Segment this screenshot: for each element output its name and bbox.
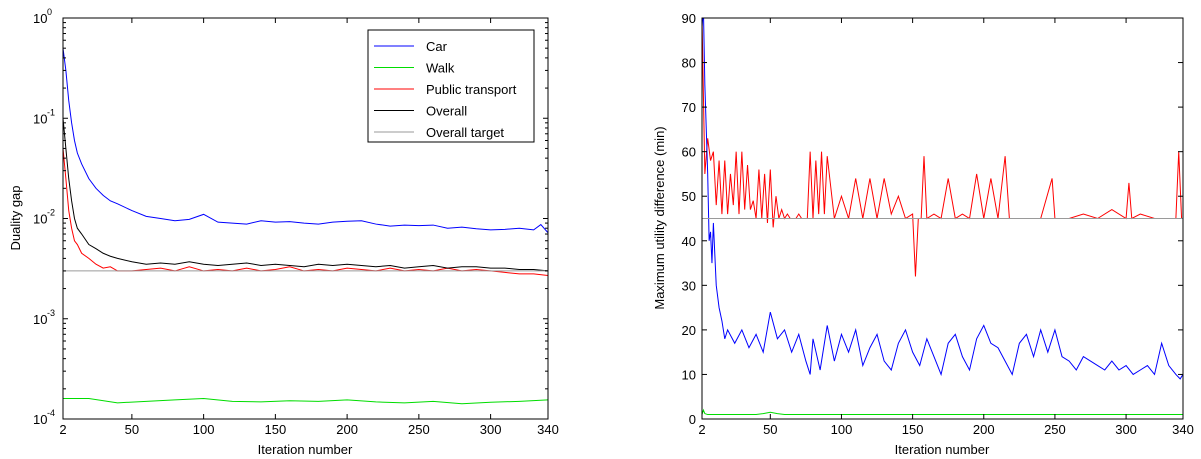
y-tick-label: 60 [682, 145, 696, 160]
series-group [702, 18, 1183, 416]
y-tick-label: 10 [33, 11, 47, 26]
x-tick-label: 50 [763, 422, 777, 437]
x-tick-label: 100 [831, 422, 853, 437]
x-axis-ticks: 2 50 100 150 200 250 300 340 [698, 18, 1194, 437]
series-line-1 [702, 18, 1183, 380]
y-tick-exponent: -2 [47, 208, 55, 218]
y-tick-label: 90 [682, 11, 696, 26]
x-tick-label: 2 [698, 422, 705, 437]
y-tick-label: 20 [682, 323, 696, 338]
series-line-2 [63, 148, 548, 277]
x-axis-label: Iteration number [258, 442, 353, 457]
series-line-2 [702, 408, 1183, 416]
y-axis-label: Maximum utility difference (min) [652, 126, 667, 309]
y-tick-label: 0 [689, 412, 696, 427]
x-axis-label: Iteration number [895, 442, 990, 457]
y-tick-exponent: -1 [47, 107, 55, 117]
legend-box [367, 29, 535, 143]
y-tick-label: 10 [33, 212, 47, 227]
y-tick-exponent: -3 [47, 308, 55, 318]
series-line-0 [702, 18, 1183, 277]
legend-label: Walk [426, 61, 455, 76]
y-tick-label: 10 [33, 111, 47, 126]
x-tick-label: 250 [408, 422, 430, 437]
series-line-1 [63, 398, 548, 405]
x-tick-label: 150 [902, 422, 924, 437]
y-tick-label: 30 [682, 278, 696, 293]
legend: Car Walk Public transport Overall Overall ta… [367, 29, 535, 143]
y-tick-label: 10 [682, 367, 696, 382]
y-axis-ticks: 0 10 20 30 40 50 60 70 80 90 [682, 11, 1183, 427]
x-tick-label: 150 [265, 422, 287, 437]
x-tick-label: 200 [336, 422, 358, 437]
y-tick-label: 70 [682, 100, 696, 115]
x-tick-label: 340 [537, 422, 559, 437]
legend-items: Car Walk Public transport Overall Overall ta… [374, 39, 517, 140]
utility-difference-chart: 2 50 100 150 200 250 300 340 010203040506070809… [652, 11, 1194, 457]
x-tick-label: 300 [480, 422, 502, 437]
x-tick-label: 250 [1044, 422, 1066, 437]
legend-label: Car [426, 39, 448, 54]
x-tick-label: 200 [973, 422, 995, 437]
y-tick-exponent: 0 [47, 7, 52, 17]
y-tick-label: 50 [682, 189, 696, 204]
x-tick-label: 50 [125, 422, 139, 437]
x-tick-label: 300 [1115, 422, 1137, 437]
legend-label: Overall target [426, 125, 504, 140]
y-tick-exponent: -4 [47, 408, 55, 418]
y-tick-label: 10 [33, 412, 47, 427]
x-axis-ticks: 2 50 100 150 200 250 300 340 [59, 18, 559, 437]
duality-gap-chart: 2 50 100 150 200 250 300 340 10-410-310-210-110… [8, 7, 559, 457]
legend-label: Overall [426, 104, 467, 119]
legend-label: Public transport [426, 82, 517, 97]
y-axis-label: Duality gap [8, 185, 23, 250]
y-tick-label: 40 [682, 234, 696, 249]
series-line-3 [63, 118, 548, 272]
series-group [63, 48, 548, 405]
x-tick-label: 100 [193, 422, 215, 437]
plot-frame [701, 17, 1184, 420]
x-tick-label: 340 [1172, 422, 1194, 437]
series-line-0 [63, 48, 548, 234]
y-tick-label: 10 [33, 312, 47, 327]
y-tick-label: 80 [682, 56, 696, 71]
x-tick-label: 2 [59, 422, 66, 437]
